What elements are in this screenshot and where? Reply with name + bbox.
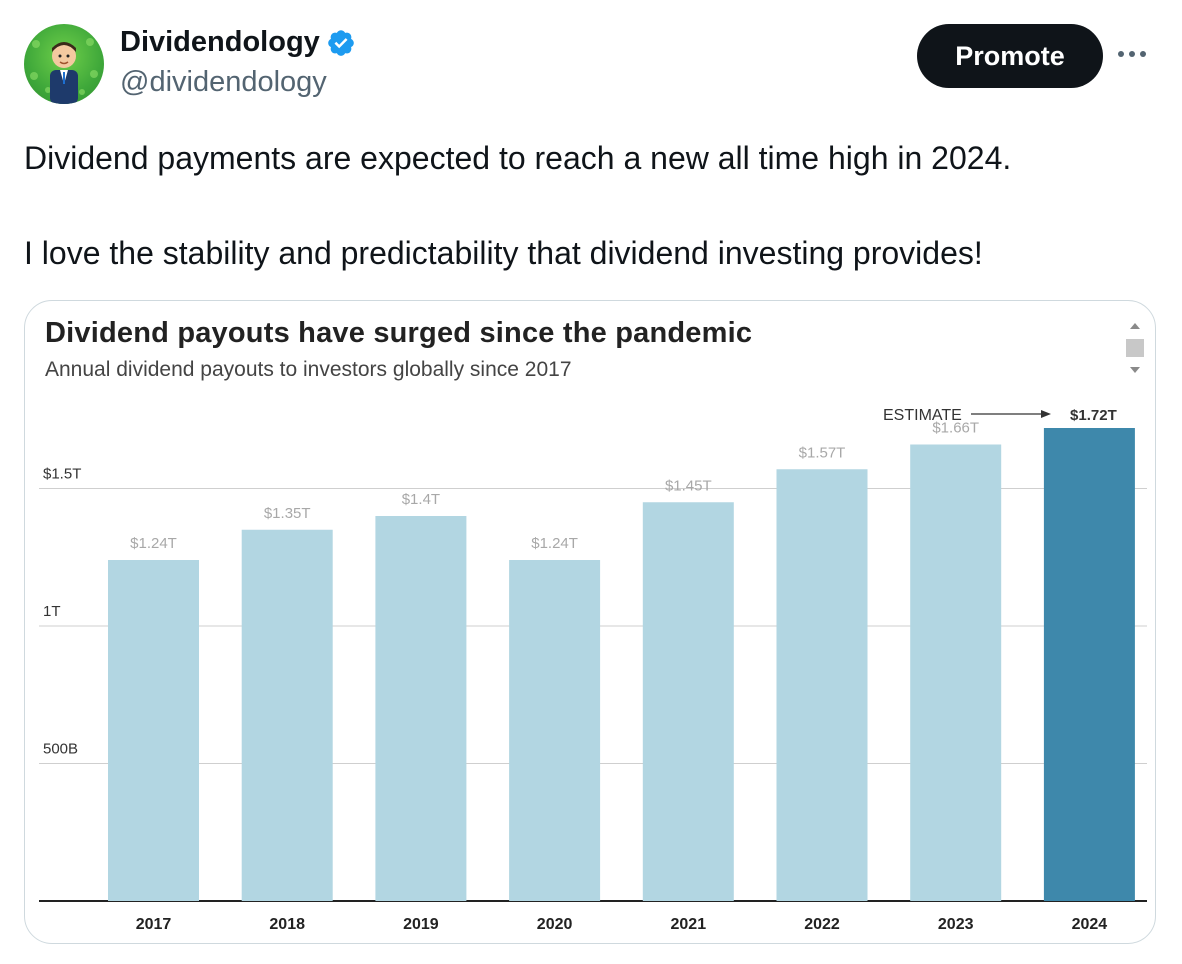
bar: [910, 444, 1002, 901]
promote-button[interactable]: Promote: [917, 24, 1103, 88]
bar-value-label: $1.57T: [799, 444, 846, 461]
scroll-thumb[interactable]: [1126, 339, 1144, 357]
bar-value-label: $1.72T: [1070, 407, 1117, 424]
bar-value-label: $1.45T: [665, 477, 712, 494]
author-name[interactable]: Dividendology: [120, 26, 320, 58]
chart-title: Dividend payouts have surged since the p…: [45, 317, 753, 349]
bar: [1043, 428, 1135, 901]
scrollbar[interactable]: [1122, 317, 1148, 383]
avatar-image: [30, 38, 98, 104]
bar: [241, 529, 333, 901]
bar-value-label: $1.4T: [402, 491, 440, 508]
y-tick-label: 1T: [43, 603, 61, 620]
avatar[interactable]: [24, 24, 104, 104]
bar-value-label: $1.66T: [932, 420, 979, 437]
x-tick-label: 2017: [136, 916, 172, 933]
bar: [642, 502, 734, 901]
bar-value-label: $1.24T: [531, 535, 578, 552]
scroll-down-icon[interactable]: [1130, 367, 1140, 373]
tweet-media-image[interactable]: Dividend payouts have surged since the p…: [24, 300, 1156, 944]
chart-subtitle: Annual dividend payouts to investors glo…: [45, 358, 572, 381]
tweet-text-line: I love the stability and predictability …: [24, 235, 983, 271]
x-tick-label: 2021: [671, 916, 707, 933]
bar-value-label: $1.35T: [264, 505, 311, 522]
x-tick-label: 2023: [938, 916, 974, 933]
author-handle[interactable]: @dividendology: [120, 66, 327, 98]
author-name-row[interactable]: Dividendology: [120, 26, 356, 59]
x-tick-label: 2022: [804, 916, 840, 933]
x-tick-label: 2024: [1072, 916, 1108, 933]
estimate-annotation: ESTIMATE: [883, 407, 962, 424]
bar: [509, 560, 601, 901]
x-tick-label: 2019: [403, 916, 439, 933]
y-tick-label: 500B: [43, 741, 78, 758]
bar: [108, 560, 199, 901]
scroll-up-icon[interactable]: [1130, 323, 1140, 329]
x-tick-label: 2018: [269, 916, 305, 933]
bar-value-label: $1.24T: [130, 535, 177, 552]
bar: [375, 516, 467, 901]
x-tick-label: 2020: [537, 916, 573, 933]
y-tick-label: $1.5T: [43, 466, 81, 483]
more-icon[interactable]: [1118, 46, 1154, 62]
estimate-arrowhead: [1041, 410, 1051, 418]
verified-badge-icon: [327, 29, 354, 56]
bar: [776, 469, 868, 901]
bar-chart: 500B 1T $1.5T $1.24T 2017 $1.35T 2018 $1.4T 2019…: [39, 407, 1147, 933]
tweet-text-line: Dividend payments are expected to reach …: [24, 140, 1012, 176]
